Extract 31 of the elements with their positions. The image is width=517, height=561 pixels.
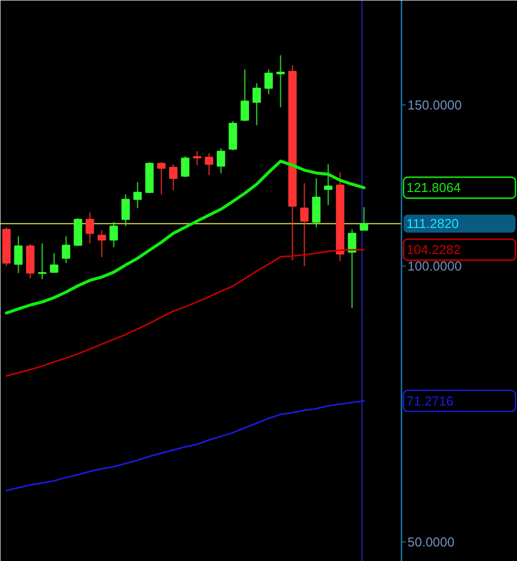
candlestick bbox=[276, 54, 285, 108]
candlestick bbox=[38, 242, 46, 280]
candlestick bbox=[110, 222, 118, 248]
candlestick bbox=[252, 82, 261, 126]
candlestick bbox=[360, 206, 368, 231]
candlestick bbox=[62, 236, 70, 264]
line-series bbox=[4, 160, 366, 314]
line-series bbox=[6, 400, 365, 492]
candlestick bbox=[300, 182, 309, 267]
candlestick bbox=[192, 150, 202, 166]
y-tick-label: 100.0000 bbox=[408, 258, 462, 274]
candlestick bbox=[216, 148, 226, 174]
text: 121.8064 bbox=[406, 180, 461, 196]
text: 71.2716 bbox=[406, 393, 454, 408]
y-tick-label: 150.0000 bbox=[408, 97, 462, 112]
candlestick bbox=[240, 68, 249, 122]
candlestick bbox=[50, 252, 58, 274]
candlestick bbox=[204, 152, 214, 176]
candlestick bbox=[14, 236, 23, 274]
candlestick bbox=[86, 212, 94, 244]
candlestick bbox=[157, 161, 166, 195]
candlestick bbox=[324, 164, 332, 206]
candlestick bbox=[264, 68, 273, 95]
candlestick bbox=[121, 194, 130, 227]
text: 104.2282 bbox=[406, 242, 461, 258]
ref-line-label: 111.2820 bbox=[406, 216, 459, 232]
candlestick bbox=[181, 156, 190, 178]
y-tick-label: 50.0000 bbox=[408, 534, 454, 550]
candlestick bbox=[133, 182, 142, 209]
candlestick bbox=[169, 164, 178, 191]
candlestick bbox=[98, 229, 106, 258]
